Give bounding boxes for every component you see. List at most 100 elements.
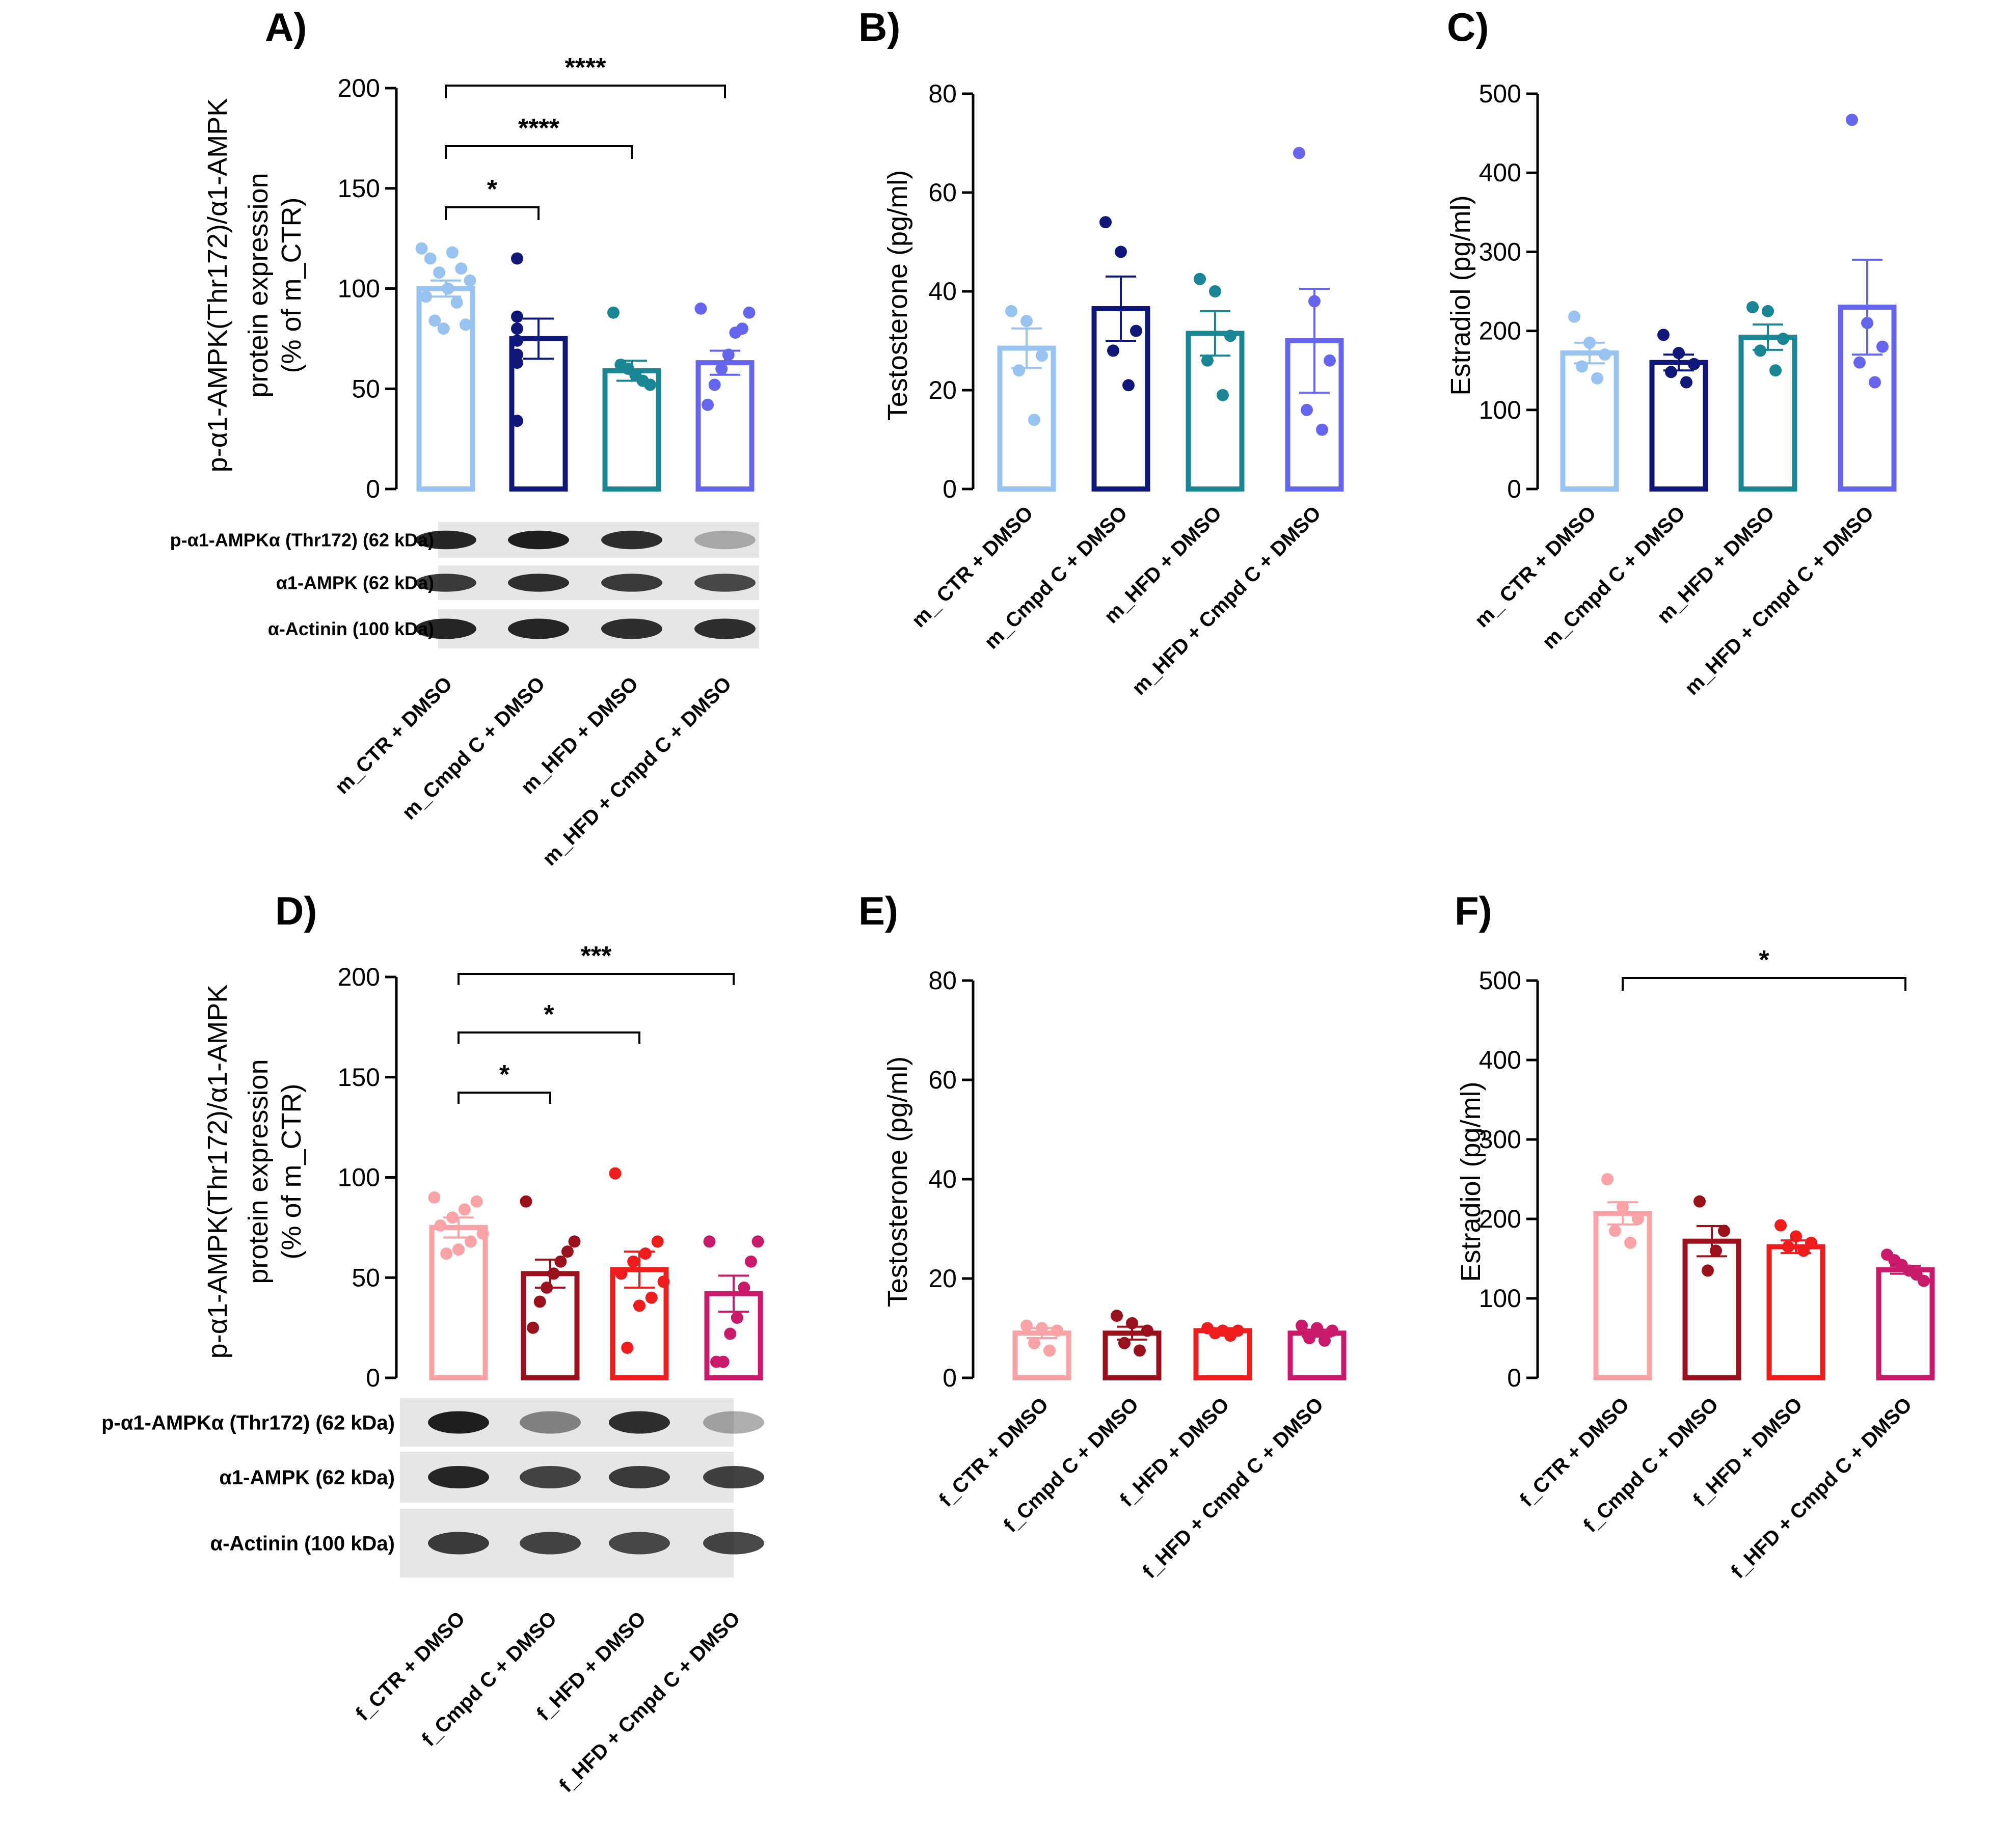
data-point [694, 302, 707, 315]
bar [1091, 306, 1150, 492]
data-point [547, 1267, 560, 1280]
data-point [442, 282, 454, 295]
blot-label: α1-AMPK (62 kDa) [219, 1466, 395, 1489]
data-point [1853, 356, 1866, 369]
data-point [511, 322, 523, 335]
bar [1593, 1211, 1652, 1381]
data-point [1324, 354, 1336, 367]
data-point [1790, 1230, 1802, 1243]
blot-band [703, 1411, 764, 1434]
bar [1876, 1267, 1935, 1381]
data-point [1028, 1337, 1040, 1349]
data-point [1869, 376, 1881, 389]
significance-bracket [458, 1092, 551, 1104]
data-point [1617, 1201, 1629, 1213]
y-tick-label: 80 [928, 79, 957, 108]
data-point [511, 310, 523, 323]
data-point [1777, 333, 1789, 345]
y-tick-label: 400 [1479, 1046, 1521, 1074]
data-point [724, 1327, 737, 1340]
data-point [1099, 216, 1112, 229]
significance-label: **** [565, 53, 607, 83]
y-tick-label: 40 [928, 277, 957, 306]
y-tick-label: 300 [1479, 1125, 1521, 1154]
data-point [527, 1321, 540, 1334]
blot-band [609, 1411, 670, 1434]
y-tick-label: 50 [352, 1263, 380, 1292]
bar [1682, 1238, 1741, 1380]
blot-band [415, 574, 476, 592]
data-point [1319, 1334, 1331, 1347]
data-point [433, 266, 446, 279]
blot-label: p-α1-AMPKα (Thr172) (62 kDa) [170, 530, 434, 551]
y-tick-label: 0 [943, 1364, 957, 1392]
y-tick-label: 150 [338, 174, 380, 203]
data-point [702, 398, 714, 411]
data-point [1769, 364, 1782, 377]
blot-band [609, 1532, 670, 1555]
panel-label-b: B) [858, 5, 900, 49]
data-point [1754, 344, 1766, 357]
category-label: f_HFD + Cmpd C + DMSO [555, 1607, 744, 1797]
data-point [710, 1355, 723, 1368]
data-point [428, 314, 441, 327]
blot-band [601, 574, 662, 592]
significance-label: *** [581, 941, 612, 971]
significance-label: * [487, 175, 498, 204]
data-point [476, 1227, 489, 1240]
data-point [1020, 1319, 1033, 1332]
blot-band [428, 1532, 489, 1555]
data-point [1797, 1244, 1810, 1257]
data-point [470, 1195, 483, 1208]
y-tick-label: 40 [928, 1165, 957, 1193]
data-point [1201, 354, 1214, 367]
y-tick-label: 100 [338, 1163, 380, 1192]
blot-band [609, 1466, 670, 1488]
y-tick-label: 0 [366, 1364, 380, 1392]
data-point [1036, 1322, 1048, 1335]
data-point [446, 246, 459, 259]
data-point [621, 1341, 634, 1354]
data-point [1115, 246, 1127, 258]
data-point [511, 415, 523, 427]
blot-band [601, 618, 662, 639]
data-point [651, 1235, 664, 1248]
data-point [1762, 305, 1774, 317]
data-point [1599, 348, 1611, 361]
data-point [424, 252, 437, 265]
data-point [1118, 1337, 1131, 1349]
data-point [639, 1247, 652, 1260]
y-tick-label: 300 [1479, 237, 1521, 266]
bar [695, 360, 755, 492]
data-point [1134, 1344, 1146, 1357]
data-point [722, 348, 735, 361]
category-label: m_Cmpd C + DMSO [1538, 502, 1689, 653]
data-point [1126, 1317, 1138, 1329]
data-point [1624, 1236, 1636, 1249]
data-point [459, 318, 472, 331]
data-point [1665, 366, 1677, 378]
data-point [729, 327, 742, 339]
y-tick-label: 200 [1479, 317, 1521, 345]
category-label: f_HFD + Cmpd C + DMSO [1727, 1393, 1916, 1583]
data-point [1141, 1324, 1153, 1337]
panel-label-d: D) [275, 888, 317, 933]
data-point [657, 1275, 670, 1288]
significance-bracket [445, 85, 726, 98]
data-point [1194, 273, 1206, 285]
y-axis-label: protein expression [243, 1059, 274, 1284]
data-point [607, 306, 620, 319]
significance-bracket [1622, 977, 1906, 991]
bar [1193, 1328, 1252, 1380]
y-axis-label: (% of m_CTR) [276, 1083, 307, 1259]
bar [997, 345, 1056, 492]
category-label: m_HFD + Cmpd C + DMSO [539, 672, 736, 870]
data-point [1311, 1322, 1323, 1335]
significance-label: * [1759, 945, 1769, 975]
data-point [1805, 1236, 1817, 1249]
data-point [1301, 403, 1313, 416]
data-point [1111, 1310, 1123, 1322]
y-tick-label: 0 [943, 475, 957, 503]
